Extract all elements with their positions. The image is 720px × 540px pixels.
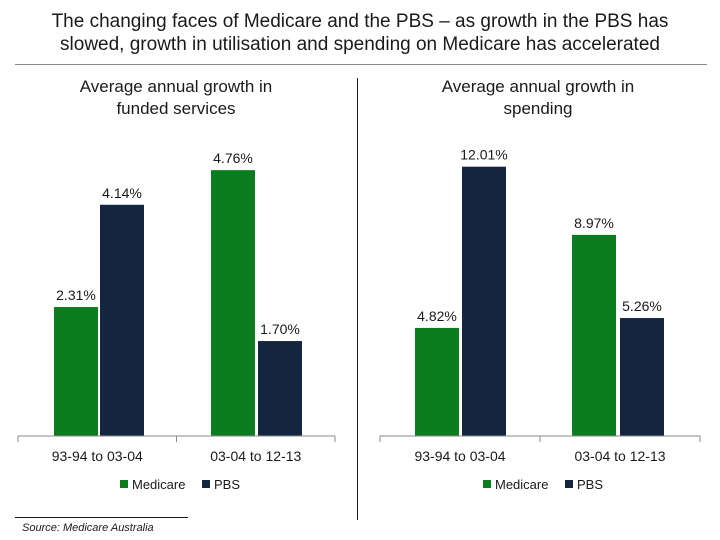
data-label: 2.31% [56, 287, 96, 303]
legend-swatch-medicare [483, 480, 491, 488]
bar-medicare-2 [572, 234, 616, 436]
source-rule [15, 517, 188, 518]
data-label: 4.76% [213, 150, 253, 166]
legend-label-medicare: Medicare [132, 477, 185, 492]
data-label: 8.97% [574, 215, 614, 231]
bar-medicare-1 [415, 327, 459, 436]
legend-label-pbs: PBS [214, 477, 240, 492]
bar-pbs-2 [620, 318, 664, 436]
bar-pbs-2 [258, 341, 302, 436]
data-label: 4.82% [417, 308, 457, 324]
source-note: Source: Medicare Australia [22, 522, 154, 534]
legend-swatch-pbs [202, 480, 210, 488]
bar-pbs-1 [100, 204, 144, 436]
category-label: 93-94 to 03-04 [414, 448, 505, 464]
category-label: 93-94 to 03-04 [52, 448, 143, 464]
data-label: 1.70% [260, 321, 300, 337]
data-label: 4.14% [102, 185, 142, 201]
panel-title-line: Average annual growth in [442, 77, 635, 96]
panel-title-line: funded services [116, 99, 235, 118]
bar-pbs-1 [462, 166, 506, 436]
title-rule [15, 64, 707, 65]
legend-swatch-medicare [120, 480, 128, 488]
main-title: The changing faces of Medicare and the P… [0, 10, 720, 56]
legend-label-pbs: PBS [577, 477, 603, 492]
chart-panel-2: Average annual growth in spending 4.82% 8.9… [379, 77, 701, 492]
main-title-line-1: The changing faces of Medicare and the P… [51, 11, 669, 32]
category-label: 03-04 to 12-13 [210, 448, 301, 464]
category-label: 03-04 to 12-13 [574, 448, 665, 464]
bar-medicare-1 [54, 306, 98, 436]
data-label: 12.01% [460, 147, 507, 163]
panel-divider [357, 78, 358, 520]
main-title-line-2: slowed, growth in utilisation and spendi… [60, 34, 660, 55]
panel-title-line: spending [503, 99, 572, 118]
chart-panel-1: Average annual growth in funded services 2… [17, 77, 336, 492]
panel-title-line: Average annual growth in [80, 77, 273, 96]
data-label: 5.26% [622, 298, 662, 314]
legend-swatch-pbs [565, 480, 573, 488]
legend-label-medicare: Medicare [495, 477, 548, 492]
bar-medicare-2 [211, 170, 255, 436]
